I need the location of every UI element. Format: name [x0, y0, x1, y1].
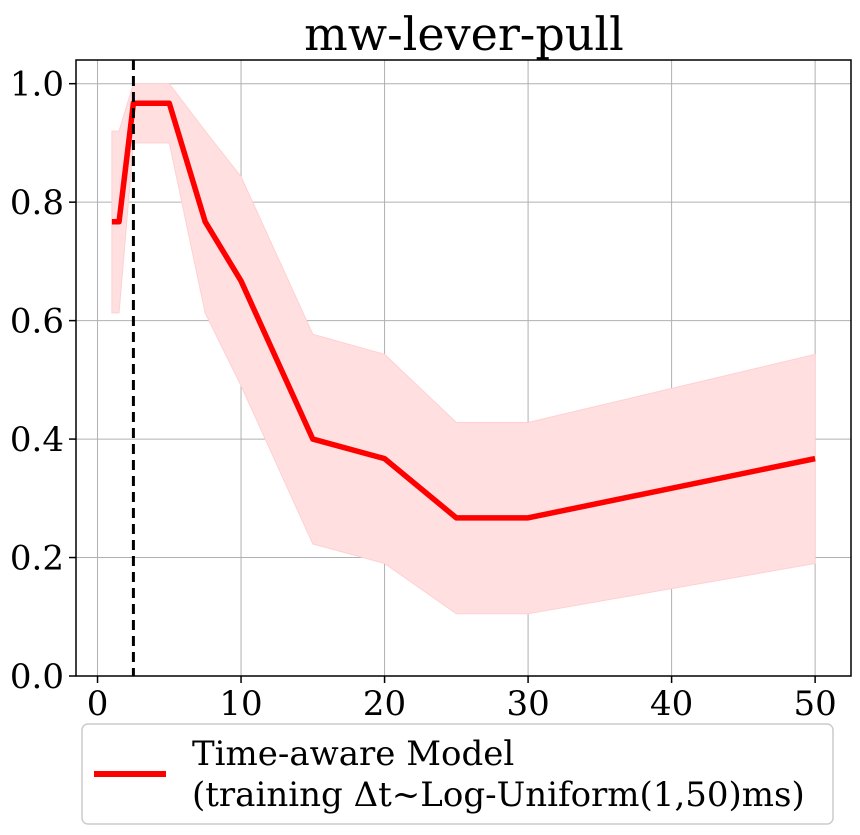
y-tick-label: 0.0	[10, 657, 64, 697]
legend: Time-aware Model (training Δt~Log-Unifor…	[81, 723, 834, 825]
y-tick-label: 0.4	[10, 420, 64, 460]
y-axis-ticks: 0.0 0.2 0.4 0.6 0.8 1.0	[10, 65, 76, 697]
x-axis-ticks: 0 10 20 30 40 50	[87, 676, 837, 724]
legend-label-line1: Time-aware Model	[192, 734, 514, 774]
x-tick-label: 20	[363, 684, 406, 724]
confidence-band	[111, 83, 816, 615]
x-tick-label: 50	[793, 684, 836, 724]
y-tick-label: 0.6	[10, 302, 64, 342]
legend-box	[81, 723, 834, 825]
y-tick-label: 0.8	[10, 183, 64, 223]
legend-label-line2: (training Δt~Log-Uniform(1,50)ms)	[192, 775, 805, 815]
band-layer	[111, 83, 816, 615]
x-tick-label: 30	[506, 684, 549, 724]
y-tick-label: 1.0	[10, 65, 64, 105]
y-tick-label: 0.2	[10, 539, 64, 579]
chart-title: mw-lever-pull	[304, 7, 624, 61]
x-tick-label: 10	[219, 684, 262, 724]
x-tick-label: 40	[650, 684, 693, 724]
x-tick-label: 0	[87, 684, 109, 724]
line-layer	[111, 100, 816, 521]
plot-frame	[75, 59, 852, 677]
